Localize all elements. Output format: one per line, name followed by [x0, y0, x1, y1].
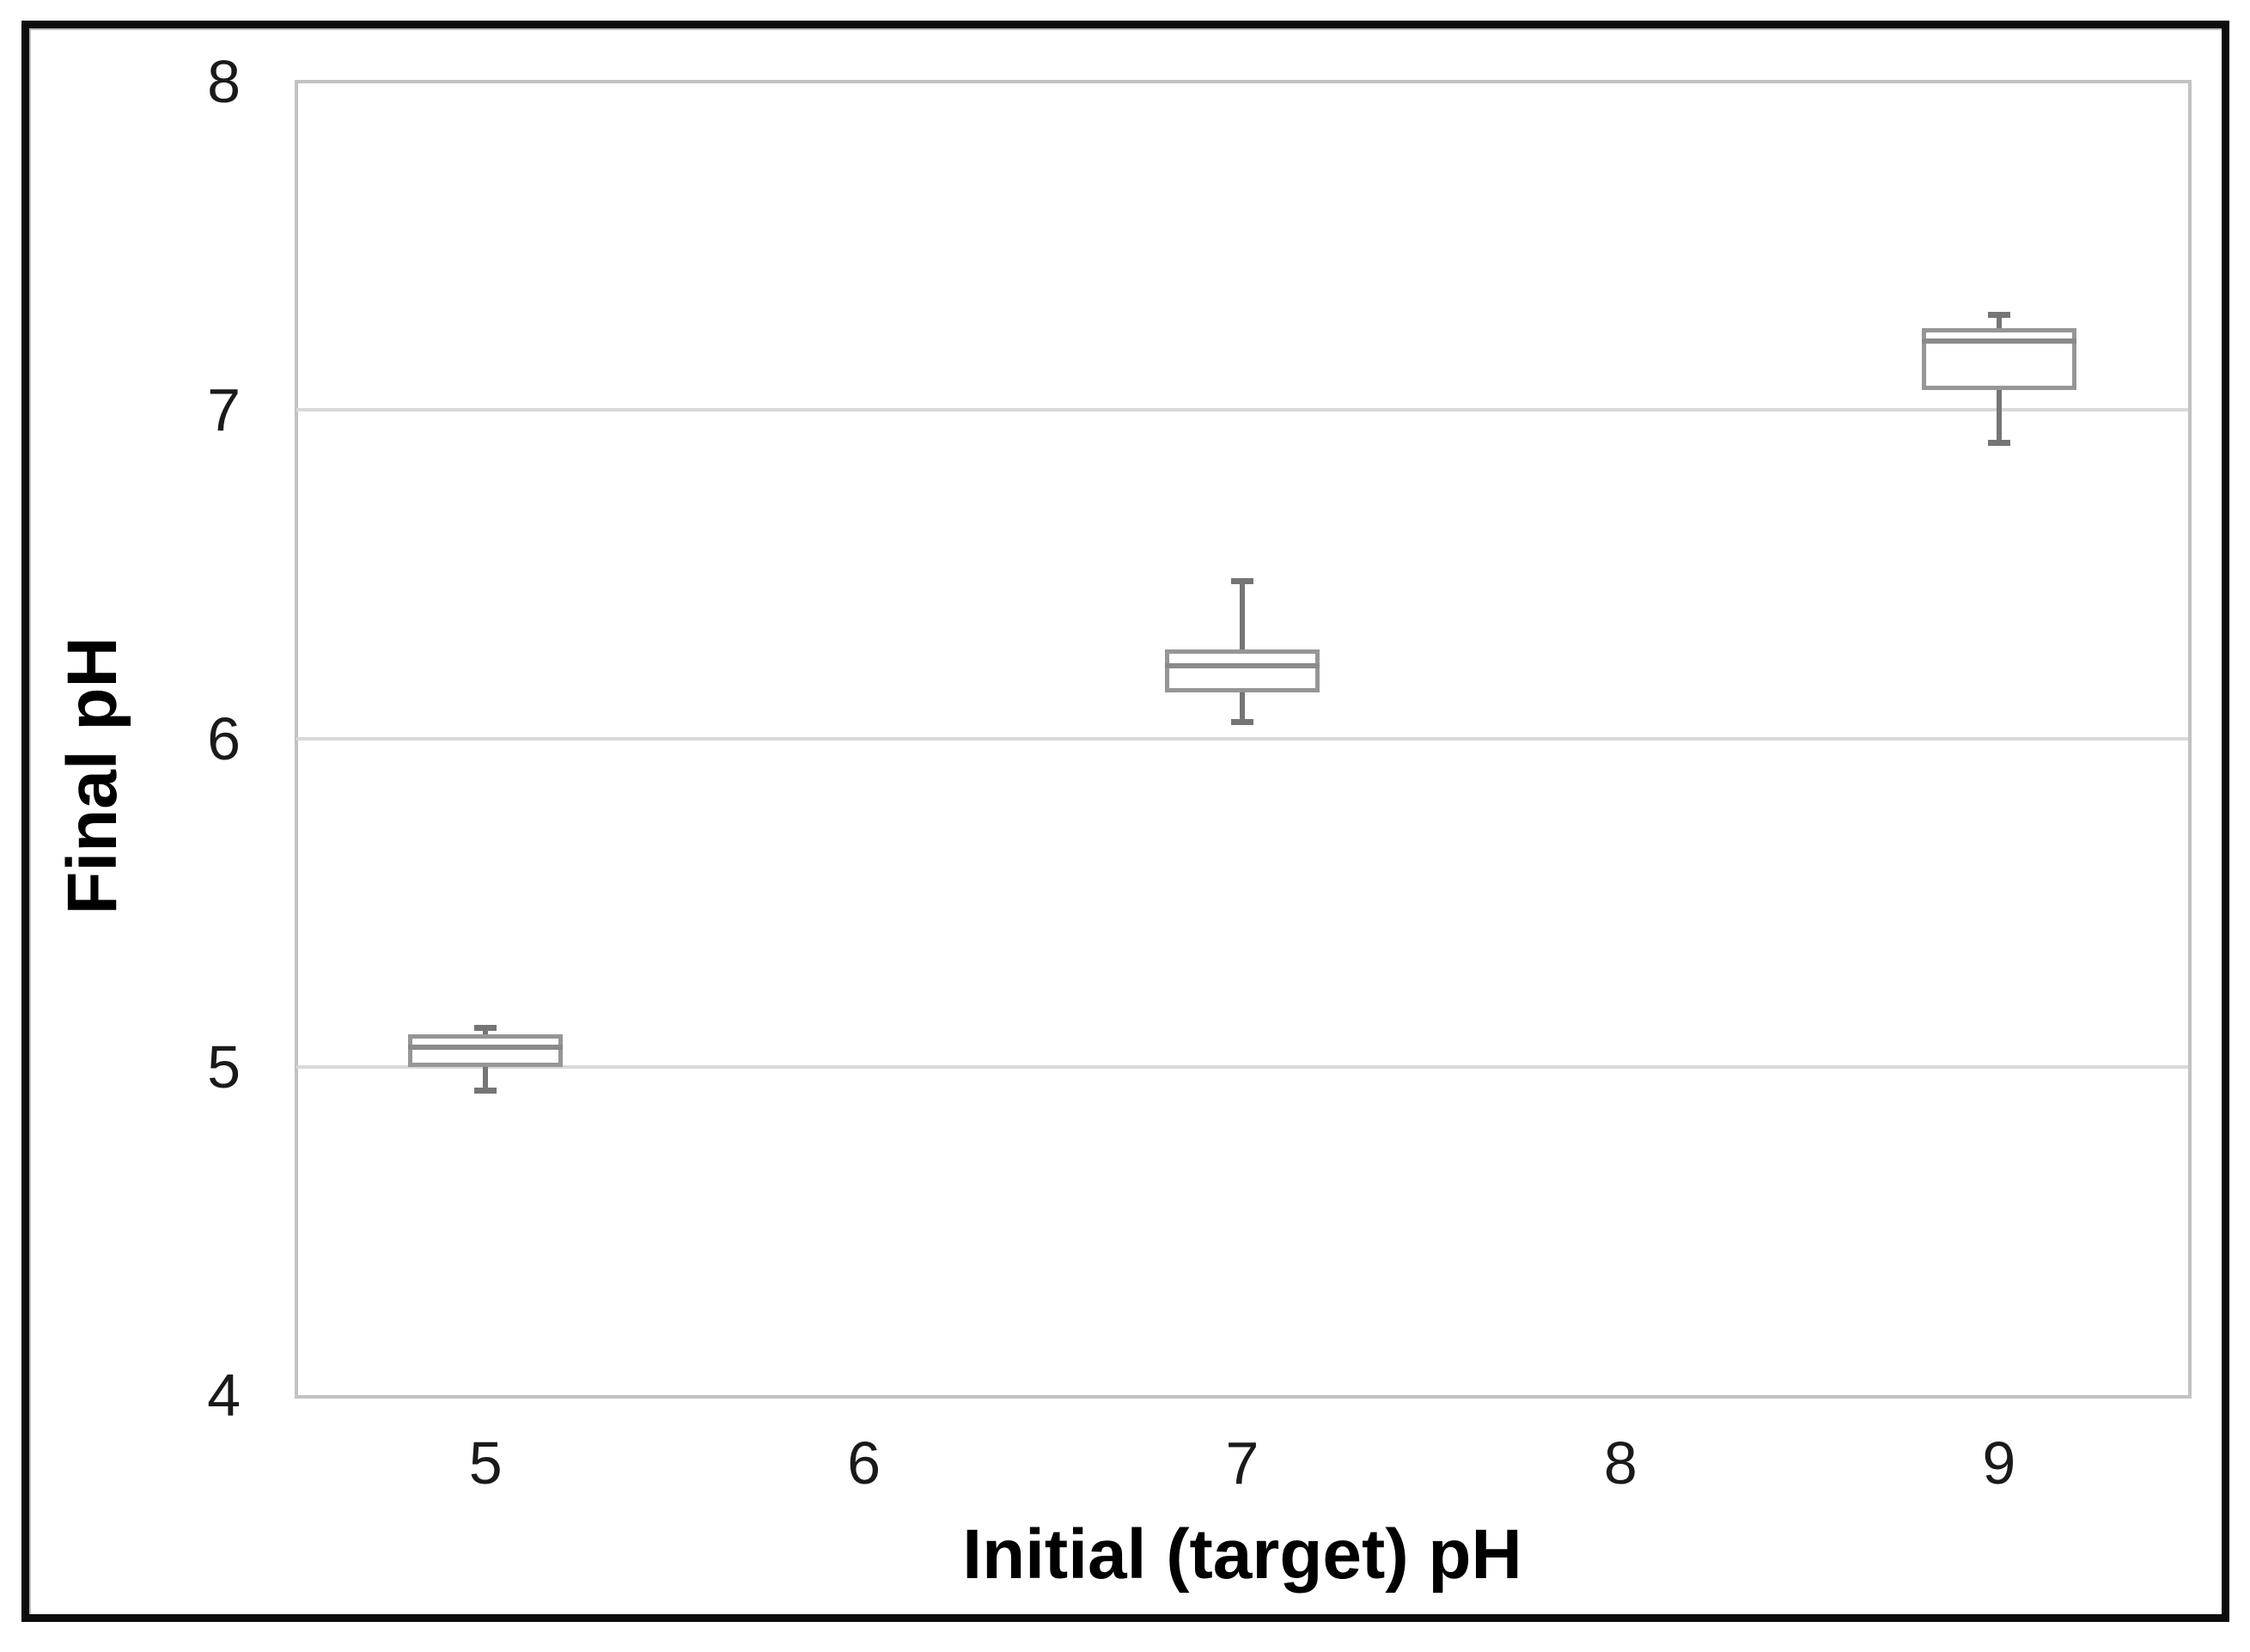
- box-category-5: [408, 1033, 564, 1067]
- gridline-ph-6: [296, 736, 2188, 741]
- whisker-upper-stem: [1240, 581, 1245, 650]
- x-tick-label-6: 6: [847, 1429, 881, 1497]
- box-category-9: [1921, 327, 2076, 391]
- whisker-upper-cap: [1987, 312, 2010, 319]
- x-tick-label-8: 8: [1603, 1429, 1637, 1497]
- gridline-ph-7: [296, 408, 2188, 412]
- whisker-upper-cap: [474, 1024, 497, 1031]
- x-axis-title: Initial (target) pH: [962, 1515, 1522, 1594]
- whisker-upper-cap: [1231, 578, 1253, 585]
- gridline-ph-5: [296, 1064, 2188, 1069]
- whisker-lower-stem: [1240, 692, 1245, 722]
- whisker-lower-cap: [474, 1087, 497, 1094]
- y-tick-label-5: 5: [207, 1033, 241, 1100]
- median-category-5: [408, 1044, 564, 1050]
- whisker-lower-stem: [483, 1066, 489, 1090]
- x-tick-label-5: 5: [468, 1429, 503, 1497]
- box-category-7: [1165, 649, 1320, 692]
- y-tick-label-8: 8: [207, 48, 241, 115]
- median-category-9: [1921, 338, 2076, 344]
- y-axis-title: Final pH: [53, 637, 131, 915]
- whisker-lower-cap: [1231, 719, 1253, 726]
- y-tick-label-4: 4: [207, 1362, 241, 1429]
- whisker-upper-stem: [1996, 314, 2002, 328]
- whisker-lower-stem: [1996, 390, 2002, 443]
- whisker-lower-cap: [1987, 440, 2010, 447]
- x-tick-label-7: 7: [1225, 1429, 1259, 1497]
- y-tick-label-7: 7: [207, 376, 241, 444]
- median-category-7: [1165, 663, 1320, 669]
- x-tick-label-9: 9: [1982, 1429, 2016, 1497]
- y-tick-label-6: 6: [207, 704, 241, 772]
